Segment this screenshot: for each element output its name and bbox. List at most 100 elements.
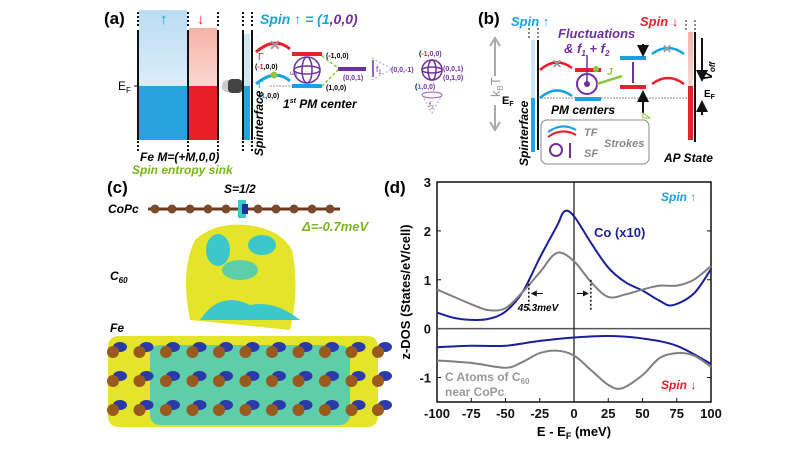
fe-atom (160, 375, 172, 387)
blocked-transition-arrow (255, 41, 291, 54)
fe-atom (345, 404, 358, 416)
spinterface-label-a: Spinterface (252, 90, 266, 156)
legend-c-atoms-2: near CoPc (445, 385, 505, 399)
copc-atom (150, 204, 160, 214)
legend-tf: TF (584, 127, 598, 139)
copc-atom (253, 204, 263, 214)
pm-level-up (292, 84, 322, 88)
x-tick-label: -50 (496, 406, 515, 421)
j-label: J (607, 67, 613, 78)
x-tick-label: 0 (570, 406, 577, 421)
fe-magnetization-label: Fe M=(+M,0,0) (140, 150, 219, 164)
globe-state-001: (0,0,1) (443, 66, 463, 73)
ef-label-b: EF (502, 95, 514, 108)
x-tick-label: 100 (700, 406, 722, 421)
y-tick-label: -1 (419, 371, 431, 386)
state-100-left: (1,0,0) (259, 93, 279, 100)
panel-b-label: (b) (478, 9, 500, 28)
fe-atom (239, 375, 252, 387)
fluctuations-label: Fluctuations (558, 26, 635, 41)
fe-atom (319, 375, 331, 387)
globe-state-bottom: (1,0,0) (415, 84, 435, 91)
spinterface-label-b: Spinterface (517, 100, 531, 166)
y-tick-label: 2 (424, 224, 431, 239)
series-co-spin-down (436, 334, 712, 365)
fe-atom (160, 346, 172, 358)
pm-centers-label: PM centers (551, 103, 615, 117)
pm-level-001 (338, 67, 366, 71)
fe-atom (292, 404, 305, 416)
legend-c-atoms: C Atoms of C60 (445, 370, 530, 386)
gamma-up: Γ (258, 52, 264, 63)
fe-atom (372, 375, 384, 387)
fe-atom (186, 404, 199, 416)
state-001: (0,0,1) (343, 75, 363, 82)
panel-d-chart: (d) -100 -75 -50 -25 0 25 50 75 100 3 2 1 0 -1 Spin ↑… (384, 175, 722, 441)
width-annotation-label: 45.3meV (517, 303, 560, 314)
panel-a: (a) ↑ ↓ EF Spinterface Fe M=(+M,0,0) Spi… (104, 9, 463, 177)
fe-atom (107, 346, 119, 358)
spin-definition: Spin ↑ = (1,0,0) (260, 11, 358, 27)
y-tick-label: 0 (424, 322, 431, 337)
panel-c-label: (c) (107, 178, 128, 197)
y-tick-label: 3 (424, 175, 431, 190)
copc-atom (203, 204, 213, 214)
fe-spin-up-empty-band (139, 10, 187, 86)
connector-icon (222, 79, 248, 93)
sf-cycle-icon (549, 143, 563, 157)
fe-atom (292, 346, 305, 358)
blocked-x-icon: ✕ (269, 37, 281, 53)
state-00m1: (0,0,-1) (391, 67, 414, 74)
fe-atom (213, 346, 225, 358)
pm-center-label: 1st PM center (283, 97, 358, 111)
copc-atom (221, 204, 231, 214)
fe-atom (213, 404, 225, 416)
copc-atom (289, 204, 299, 214)
fe-band-edges (137, 12, 219, 152)
fe-atom (160, 404, 172, 416)
fe-atom (372, 404, 384, 416)
spin-half-label: S=1/2 (224, 182, 256, 196)
f2-label: f2 (429, 102, 434, 111)
kbt-arrow (489, 36, 501, 132)
panel-b: (b) Spin ↑ Spin ↓ kBT EF Spinterface ✕ F… (478, 9, 717, 166)
fe-atom (319, 346, 331, 358)
spin-up-label-b: Spin ↑ (511, 14, 549, 29)
spinterface-filled (244, 86, 250, 140)
fe-atom (107, 375, 119, 387)
fermi-level-label: EF (118, 79, 131, 95)
delta-label: Δ=-0.7meV (301, 219, 370, 234)
copc-atom (307, 204, 317, 214)
fe-atom (345, 346, 358, 358)
kbt-label: kBT (488, 77, 505, 97)
fe-atom (133, 346, 146, 358)
spin-down-arrow: ↓ (197, 11, 205, 28)
copc-atom (167, 204, 177, 214)
bloch-sphere-2-icon (421, 59, 443, 81)
legend-strokes: Strokes (604, 138, 644, 150)
blocked-x-icon-b2: ✕ (662, 42, 672, 56)
f2-cone-icon (421, 91, 443, 99)
fe-slab-label: Fe (110, 321, 124, 335)
legend-co: Co (x10) (594, 225, 645, 240)
fe-atom (239, 346, 252, 358)
panel-d-label: (d) (384, 178, 406, 197)
series-c-atoms-spin-down (436, 349, 712, 390)
f1-label: f1 (376, 65, 382, 76)
omega-label: ω1 (290, 71, 298, 79)
copc-atom (271, 204, 281, 214)
x-tick-label: 25 (601, 406, 615, 421)
fe-atom (266, 346, 278, 358)
state-100-right: (1,0,0) (326, 85, 346, 92)
spin-down-chart-label: Spin ↓ (661, 378, 696, 392)
bloch-sphere-icon (293, 56, 321, 84)
fe-slab-isosurface (107, 336, 392, 427)
pm1-level-down (575, 68, 601, 72)
fe-atom (372, 346, 384, 358)
ap-electrode-bar (688, 86, 693, 140)
pm2-level-down (620, 85, 646, 89)
copc-atom (325, 204, 335, 214)
legend-sf: SF (584, 148, 598, 160)
fe-atom (213, 375, 225, 387)
